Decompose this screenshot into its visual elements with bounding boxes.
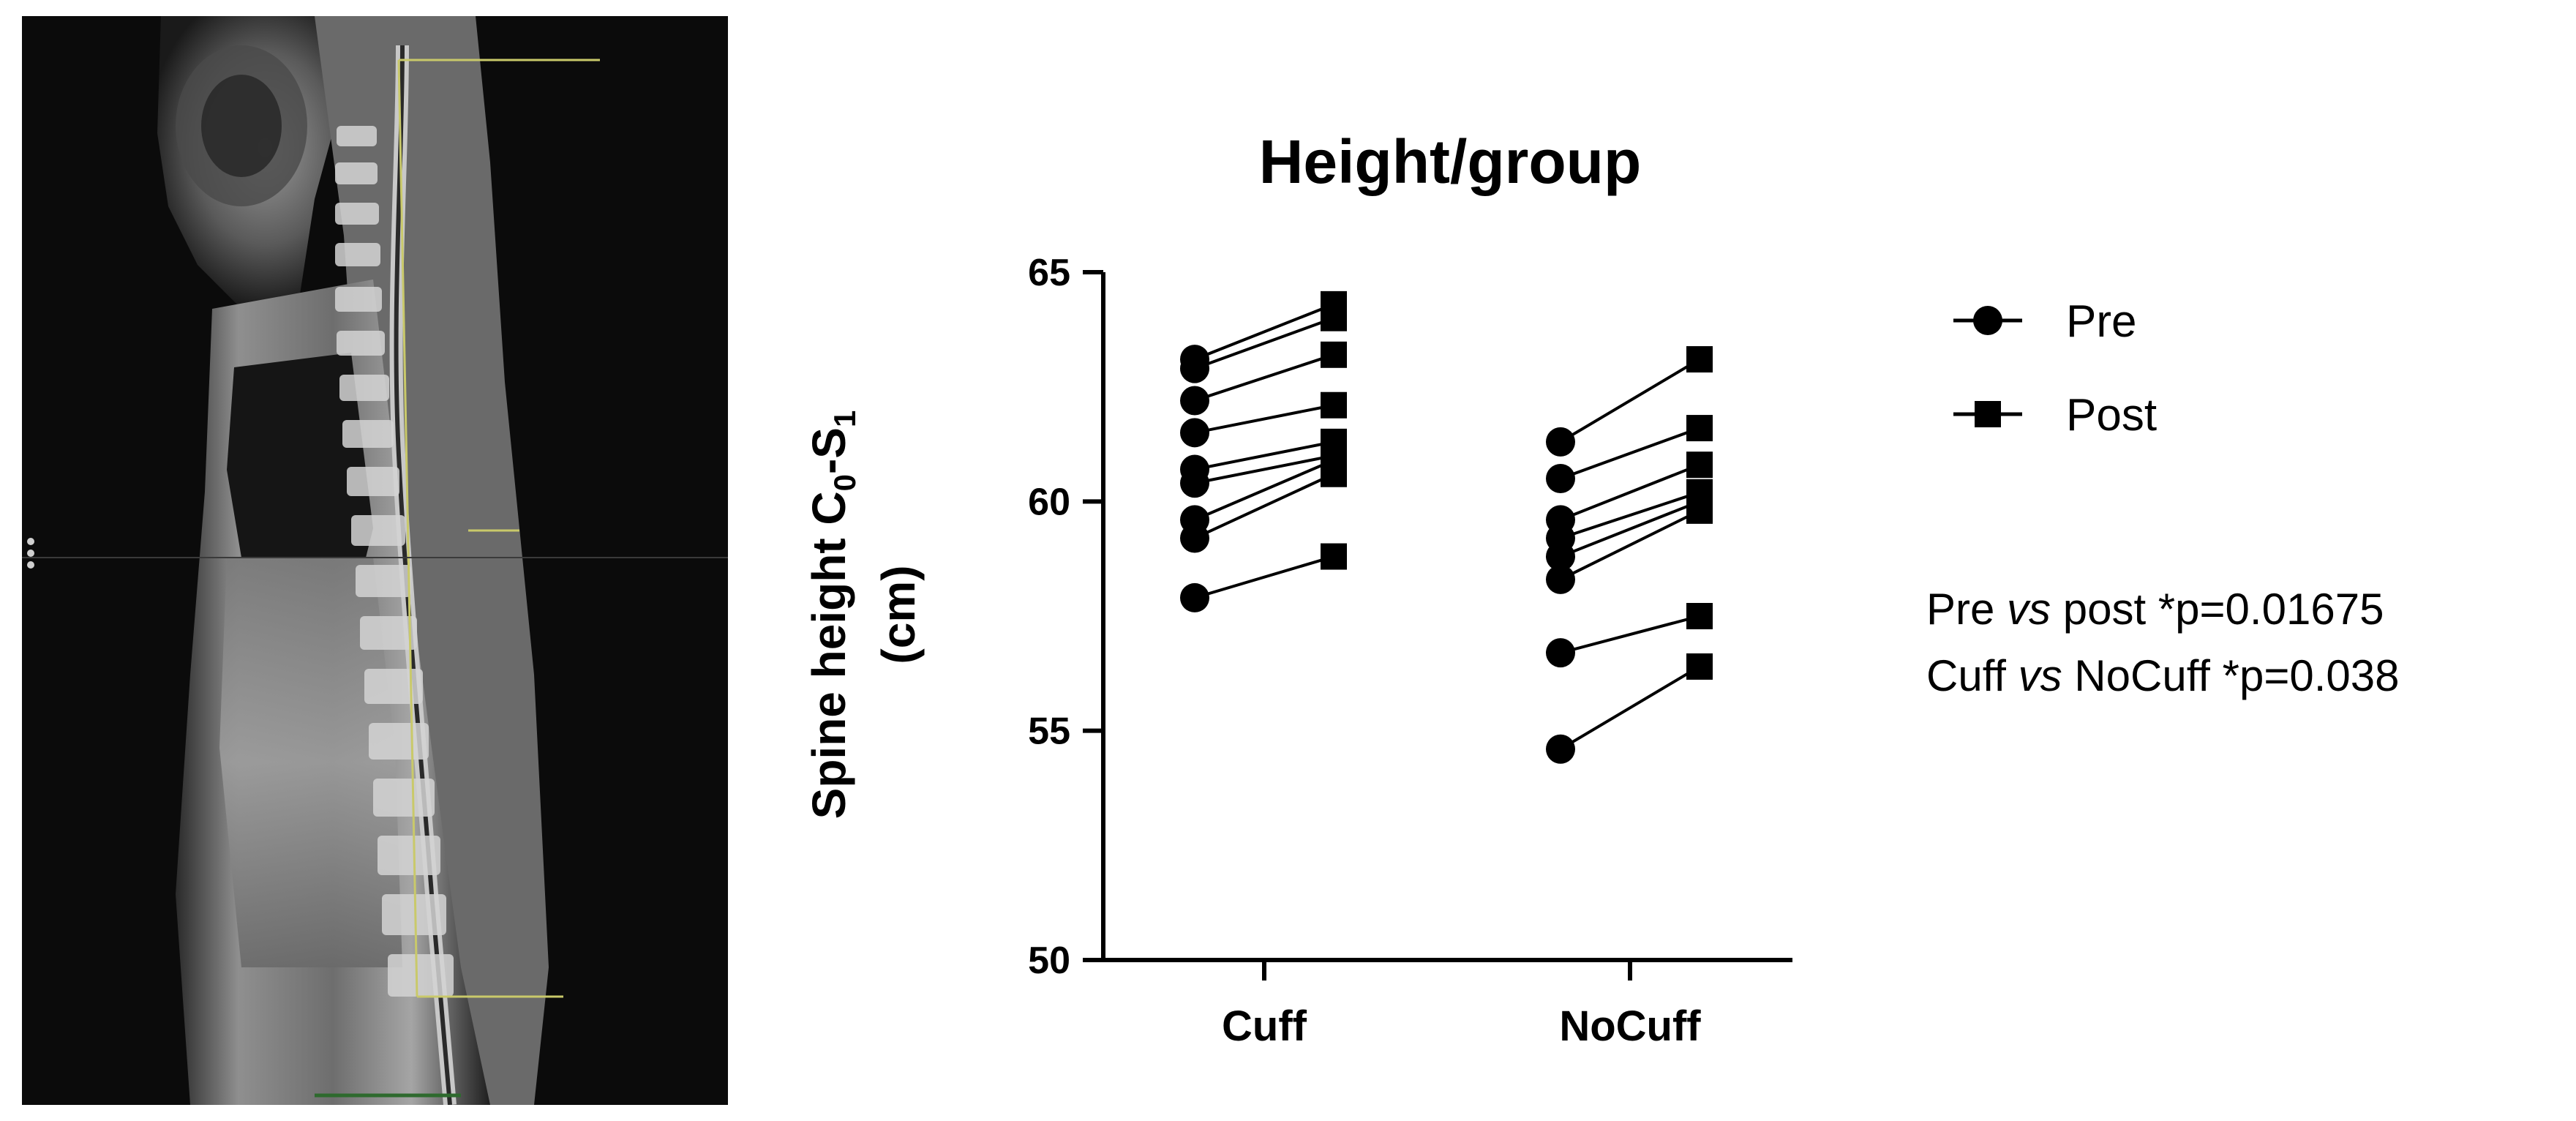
pre-point xyxy=(1546,427,1575,457)
y-tick-label: 55 xyxy=(1028,711,1070,753)
post-point xyxy=(1321,543,1347,570)
spine-mri-image xyxy=(22,16,728,1105)
chart-title: Height/group xyxy=(1259,127,1642,196)
pair-line xyxy=(1560,427,1700,480)
post-point xyxy=(1321,460,1347,487)
pre-point xyxy=(1546,464,1575,493)
y-tick-label: 50 xyxy=(1028,940,1070,982)
legend-post-marker xyxy=(1975,401,2001,427)
mri-panel xyxy=(22,16,728,1105)
post-point xyxy=(1686,653,1713,680)
chart-area: Height/group Spine height C0-S1 (cm) 505… xyxy=(803,127,2400,1050)
y-axis-label: Spine height C0-S1 xyxy=(803,410,862,820)
stats-annotations: Pre vs post *p=0.01675 Cuff vs NoCuff *p… xyxy=(1926,585,2400,700)
pre-point xyxy=(1180,353,1209,383)
post-point xyxy=(1686,451,1713,479)
pair-line xyxy=(1559,665,1701,751)
y-tick-label: 60 xyxy=(1028,481,1070,523)
legend: Pre Post xyxy=(1953,296,2157,440)
pair-line xyxy=(1559,358,1701,443)
pair-line xyxy=(1194,353,1334,402)
post-point xyxy=(1321,391,1347,419)
pre-point xyxy=(1546,541,1575,571)
legend-post-label: Post xyxy=(2066,390,2157,440)
pair-line xyxy=(1560,463,1700,522)
legend-pre-label: Pre xyxy=(2066,296,2136,347)
pair-line xyxy=(1194,303,1334,361)
post-point xyxy=(1321,341,1347,368)
post-point xyxy=(1686,346,1713,373)
pair-line xyxy=(1194,454,1334,485)
pre-point xyxy=(1546,638,1575,668)
pair-line xyxy=(1560,490,1700,540)
pair-line xyxy=(1194,472,1334,540)
x-tick-label: NoCuff xyxy=(1559,1002,1701,1050)
pre-point xyxy=(1546,734,1575,764)
pre-point xyxy=(1180,582,1209,612)
pair-line xyxy=(1194,440,1334,471)
pair-line xyxy=(1560,615,1700,655)
pre-point xyxy=(1546,564,1575,594)
data-markers xyxy=(1180,290,1713,764)
y-axis-units: (cm) xyxy=(872,565,925,664)
post-point xyxy=(1686,497,1713,524)
pair-line xyxy=(1194,555,1334,599)
pair-connectors xyxy=(1194,303,1701,751)
pair-line xyxy=(1194,459,1334,522)
post-point xyxy=(1686,415,1713,442)
annotation-cuff-vs-nocuff: Cuff vs NoCuff *p=0.038 xyxy=(1926,651,2400,700)
legend-pre-marker xyxy=(1973,306,2002,335)
y-tick-label: 65 xyxy=(1028,252,1070,294)
annotation-pre-vs-post: Pre vs post *p=0.01675 xyxy=(1926,585,2384,634)
post-point xyxy=(1686,603,1713,629)
pre-point xyxy=(1180,468,1209,498)
pair-line xyxy=(1560,500,1700,558)
pair-line xyxy=(1194,316,1334,370)
post-point xyxy=(1321,304,1347,331)
pre-point xyxy=(1180,418,1209,448)
pre-point xyxy=(1180,386,1209,416)
axes: 50 55 60 65 Cuff NoCuff xyxy=(1028,252,1792,1050)
pre-point xyxy=(1180,523,1209,553)
x-tick-label: Cuff xyxy=(1222,1002,1307,1050)
pair-line xyxy=(1194,403,1334,435)
pair-line xyxy=(1560,509,1700,581)
